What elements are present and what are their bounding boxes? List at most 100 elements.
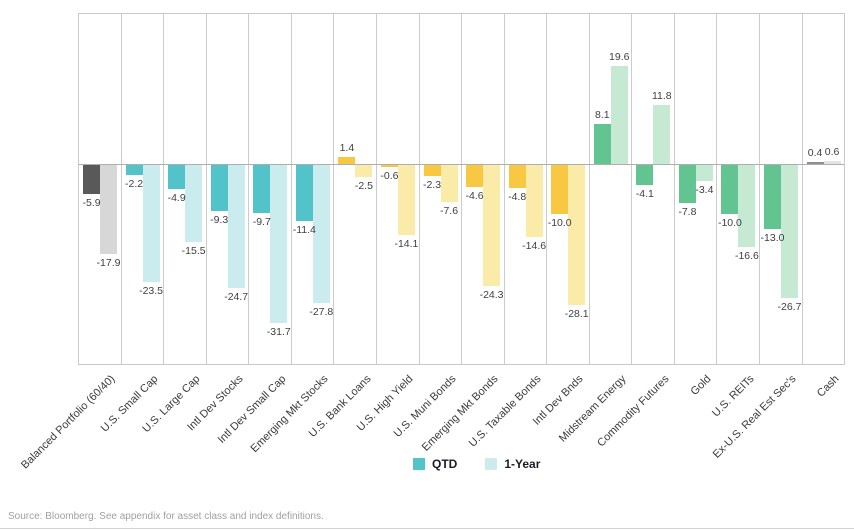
one-year-bar xyxy=(653,105,671,164)
value-label: -2.2 xyxy=(125,178,144,190)
value-label: -13.0 xyxy=(760,232,785,244)
one-year-bar xyxy=(525,164,543,237)
value-label: 0.6 xyxy=(824,146,840,158)
value-label: -15.5 xyxy=(181,244,206,257)
value-label: -10.0 xyxy=(547,217,572,229)
value-label: -4.9 xyxy=(167,191,186,204)
qtd-bar xyxy=(380,164,398,167)
qtd-bar xyxy=(253,164,271,213)
qtd-bar xyxy=(466,164,484,187)
value-label: -11.4 xyxy=(292,224,316,236)
value-label: -2.5 xyxy=(354,179,373,192)
category-column: -10.0 -16.6 xyxy=(717,14,760,364)
category-column: -11.4 -27.8 xyxy=(292,14,335,364)
one-year-bar xyxy=(695,164,713,181)
value-label: -16.6 xyxy=(734,250,759,262)
one-year-bar xyxy=(312,164,330,303)
one-year-bar xyxy=(227,164,245,288)
category-column: -10.0 -28.1 xyxy=(547,14,590,364)
category-column: -13.0 -26.7 xyxy=(760,14,803,364)
one-year-swatch-icon xyxy=(485,458,498,470)
value-label: -31.7 xyxy=(266,325,291,338)
value-label: 11.8 xyxy=(651,90,672,102)
value-label: -7.8 xyxy=(678,206,697,218)
one-year-bar xyxy=(100,164,117,254)
legend-item-one-year: 1-Year xyxy=(485,457,540,471)
category-column: -9.3 -24.7 xyxy=(207,14,250,364)
value-label: -10.0 xyxy=(717,217,742,229)
one-year-bar xyxy=(355,164,373,177)
value-label: -2.3 xyxy=(422,178,442,191)
one-year-bar xyxy=(738,164,756,247)
value-label: 1.4 xyxy=(339,142,355,154)
qtd-bar xyxy=(636,164,654,185)
qtd-bar xyxy=(678,164,696,203)
qtd-bar xyxy=(210,164,228,211)
value-label: 19.6 xyxy=(609,51,630,63)
category-column: -2.2 -23.5 xyxy=(122,14,165,364)
value-label: -5.9 xyxy=(82,196,101,209)
one-year-bar xyxy=(823,161,841,164)
value-label: -9.7 xyxy=(252,215,271,228)
value-label: -4.6 xyxy=(465,190,484,202)
value-label: -27.8 xyxy=(309,306,334,318)
value-label: 8.1 xyxy=(594,108,610,121)
qtd-bar xyxy=(764,164,781,229)
category-column: -9.7 -31.7 xyxy=(249,14,292,364)
qtd-bar xyxy=(125,164,143,175)
qtd-bar xyxy=(83,164,100,194)
qtd-bar xyxy=(423,164,441,176)
category-column: -2.3 -7.6 xyxy=(420,14,463,364)
category-column: 0.4 0.6 xyxy=(803,14,845,364)
value-label: -0.6 xyxy=(380,170,399,182)
value-label: -24.3 xyxy=(479,288,504,301)
value-label: 0.4 xyxy=(807,147,823,159)
qtd-bar xyxy=(338,157,356,164)
one-year-bar xyxy=(142,164,160,282)
category-column: -4.6 -24.3 xyxy=(462,14,505,364)
category-column: -5.9 -17.9 xyxy=(79,14,122,364)
one-year-bar xyxy=(270,164,288,323)
category-column: -4.1 11.8 xyxy=(632,14,675,364)
value-label: -7.6 xyxy=(439,205,459,217)
plot-area: -5.9 -17.9 -2.2 -23.5 -4.9 -15.5 -9.3 -24.7 -9.7… xyxy=(78,13,845,365)
chart-legend: QTD 1-Year xyxy=(413,457,540,471)
category-column: 1.4 -2.5 xyxy=(334,14,377,364)
qtd-swatch-icon xyxy=(413,458,425,470)
qtd-bar xyxy=(295,164,313,221)
qtd-bar xyxy=(806,162,824,164)
value-label: -4.8 xyxy=(508,191,527,203)
one-year-bar xyxy=(483,164,501,286)
zero-baseline xyxy=(79,164,844,165)
value-label: -14.1 xyxy=(394,237,419,250)
one-year-bar xyxy=(185,164,203,242)
legend-item-qtd: QTD xyxy=(413,457,457,471)
category-column: -7.8 -3.4 xyxy=(675,14,718,364)
source-note: Source: Bloomberg. See appendix for asse… xyxy=(8,511,324,522)
value-label: -14.6 xyxy=(522,240,547,252)
value-label: -17.9 xyxy=(96,256,121,269)
value-label: -24.7 xyxy=(224,290,249,303)
qtd-bar xyxy=(721,164,739,214)
value-label: -23.5 xyxy=(139,284,164,297)
value-label: -28.1 xyxy=(564,307,589,320)
footer-divider xyxy=(0,528,854,529)
one-year-bar xyxy=(781,164,798,298)
category-column: -0.6 -14.1 xyxy=(377,14,420,364)
value-label: -26.7 xyxy=(777,300,802,313)
category-column: -4.8 -14.6 xyxy=(505,14,548,364)
qtd-bar xyxy=(593,123,611,164)
one-year-bar xyxy=(610,66,628,164)
one-year-bar xyxy=(568,164,586,305)
category-column: -4.9 -15.5 xyxy=(164,14,207,364)
one-year-bar xyxy=(440,164,458,202)
one-year-bar xyxy=(397,164,415,235)
legend-label-qtd: QTD xyxy=(432,457,458,471)
legend-label-one-year: 1-Year xyxy=(504,457,541,471)
qtd-bar xyxy=(551,164,569,214)
value-label: -3.4 xyxy=(695,184,714,196)
value-label: -4.1 xyxy=(635,187,654,200)
category-column: 8.1 19.6 xyxy=(590,14,633,364)
qtd-bar xyxy=(508,164,526,188)
